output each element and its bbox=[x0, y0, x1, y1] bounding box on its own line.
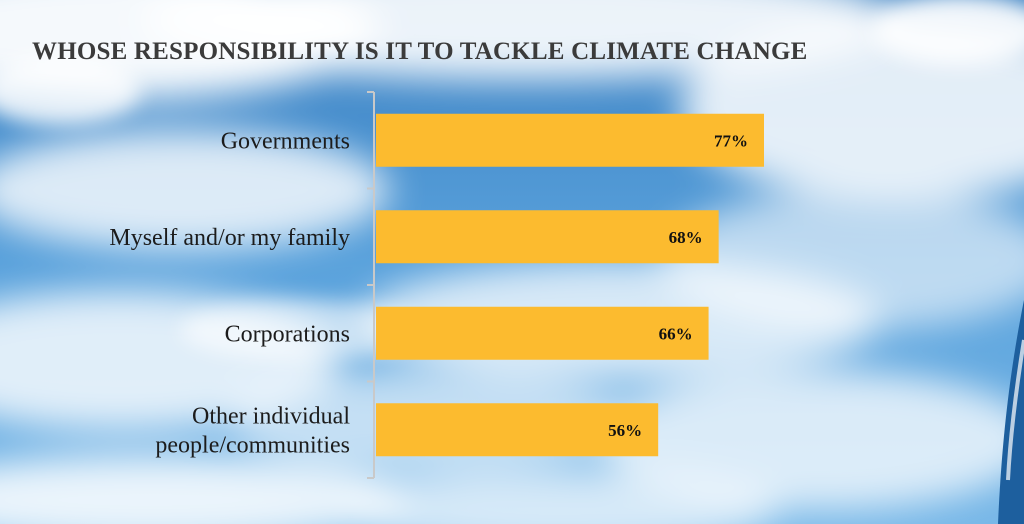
chart-title: WHOSE RESPONSIBILITY IS IT TO TACKLE CLI… bbox=[32, 38, 808, 65]
bar bbox=[376, 306, 709, 360]
value-label: 66% bbox=[659, 324, 693, 343]
category-label-line: Corporations bbox=[225, 321, 350, 347]
category-label: Other individual people/communities bbox=[155, 403, 350, 458]
category-label: Myself and/or my family bbox=[109, 225, 350, 251]
bar bbox=[376, 403, 659, 457]
category-label-line: Other individual bbox=[192, 403, 350, 429]
category-label-line: Governments bbox=[221, 128, 350, 154]
value-label: 56% bbox=[608, 421, 642, 440]
bar bbox=[376, 210, 719, 264]
category-label-line: Myself and/or my family bbox=[109, 225, 350, 251]
banner-edge bbox=[998, 300, 1024, 524]
value-label: 77% bbox=[714, 131, 748, 150]
bar bbox=[376, 113, 764, 167]
value-label: 68% bbox=[669, 228, 703, 247]
category-label-line: people/communities bbox=[155, 432, 350, 458]
category-label: Corporations bbox=[225, 321, 350, 347]
category-label: Governments bbox=[221, 128, 350, 154]
